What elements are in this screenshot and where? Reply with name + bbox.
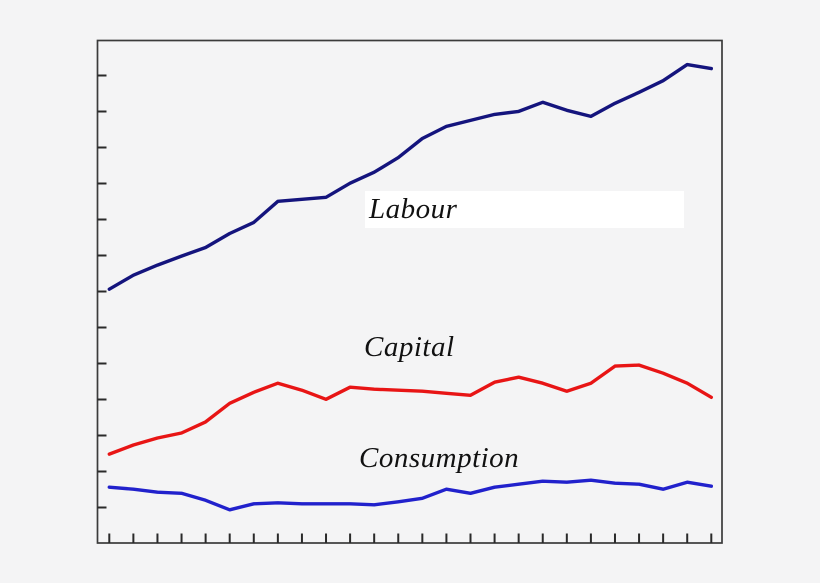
labour-series-label: Labour	[365, 191, 684, 228]
consumption-series-label: Consumption	[359, 440, 519, 476]
capital-series-label-text: Capital	[364, 331, 455, 363]
capital-series-label: Capital	[364, 329, 455, 365]
capital-line	[107, 363, 713, 456]
labour-line	[107, 62, 713, 291]
consumption-series-label-text: Consumption	[359, 442, 520, 474]
consumption-line	[107, 478, 713, 512]
labour-series-label-text: Labour	[369, 193, 458, 225]
